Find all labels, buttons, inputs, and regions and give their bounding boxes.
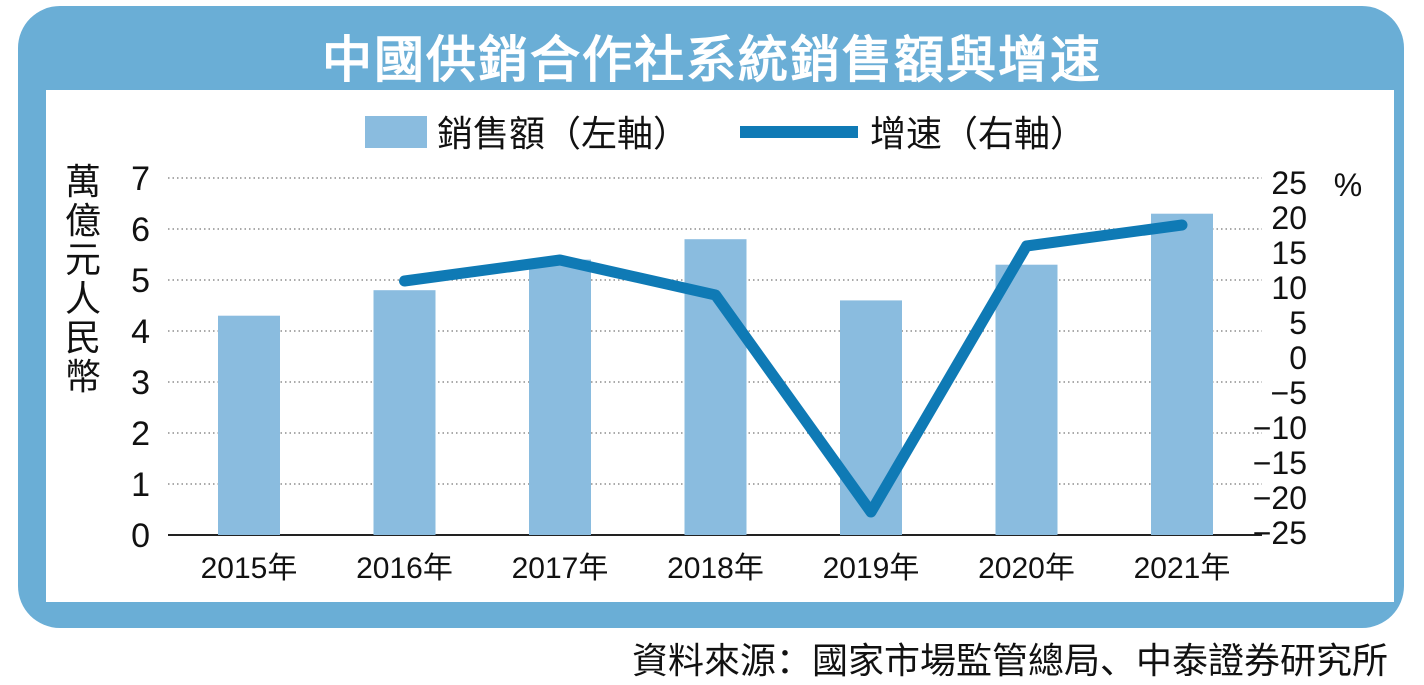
x-tick-label: 2015年	[201, 552, 298, 585]
right-tick-label: 20	[1271, 200, 1307, 236]
bar	[840, 300, 902, 535]
left-tick-label: 2	[131, 415, 150, 453]
right-tick-label: 0	[1289, 340, 1307, 376]
left-axis-label-char: 幣	[65, 357, 101, 398]
right-tick-label: 25	[1271, 165, 1307, 201]
left-axis-label-char: 人	[65, 279, 101, 320]
left-tick-label: 3	[131, 364, 150, 402]
bar	[529, 259, 591, 535]
legend-line-label: 增速（右軸）	[870, 114, 1086, 155]
bar	[1151, 213, 1213, 535]
x-tick-label: 2021年	[1134, 552, 1231, 585]
growth-line-path	[399, 219, 1188, 518]
left-tick-label: 6	[131, 211, 150, 249]
x-tick-label: 2019年	[823, 552, 920, 585]
x-tick-label: 2020年	[978, 552, 1075, 585]
left-tick-label: 7	[131, 160, 150, 198]
left-tick-label: 4	[131, 313, 150, 351]
left-axis-label-char: 民	[65, 318, 101, 359]
bars	[218, 213, 1213, 535]
source-note: 資料來源：國家市場監管總局、中泰證券研究所	[631, 641, 1388, 682]
right-tick-label: 15	[1271, 235, 1307, 271]
bar	[373, 290, 436, 535]
bar	[684, 239, 747, 535]
x-tick-label: 2017年	[512, 552, 609, 585]
right-tick-label: −20	[1253, 480, 1307, 516]
x-tick-label: 2018年	[667, 552, 764, 585]
x-axis-ticks: 2015年 2016年 2017年 2018年 2019年 2020年 2021年	[201, 552, 1231, 585]
chart-title: 中國供銷合作社系統銷售額與增速	[322, 31, 1102, 89]
left-axis-label-char: 萬	[65, 162, 101, 203]
right-tick-label: −25	[1253, 515, 1307, 551]
left-axis-label-char: 元	[65, 240, 101, 281]
right-tick-label: 10	[1271, 270, 1307, 306]
right-axis-label: %	[1334, 167, 1362, 203]
x-tick-label: 2016年	[356, 552, 453, 585]
left-axis-label: 萬億元人民幣	[65, 162, 101, 398]
bar	[218, 315, 280, 535]
left-axis-ticks: 0 1 2 3 4 5 6 7	[131, 160, 150, 555]
right-tick-label: −5	[1271, 375, 1307, 411]
right-tick-label: 5	[1289, 305, 1307, 341]
left-tick-label: 0	[131, 517, 150, 555]
right-tick-label: −10	[1253, 410, 1307, 446]
growth-line	[399, 219, 1188, 518]
right-tick-label: −15	[1253, 445, 1307, 481]
left-tick-label: 5	[131, 262, 150, 300]
bar	[995, 264, 1058, 535]
legend-bar-label: 銷售額（左軸）	[437, 114, 689, 155]
legend: 銷售額（左軸） 增速（右軸）	[365, 114, 1086, 155]
left-axis-label-char: 億	[65, 201, 101, 242]
left-tick-label: 1	[131, 466, 150, 504]
legend-bar-swatch	[365, 116, 427, 148]
